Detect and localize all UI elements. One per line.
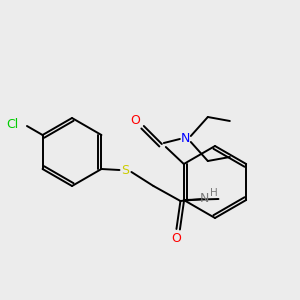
Text: N: N xyxy=(181,133,190,146)
Text: H: H xyxy=(210,188,218,198)
Text: N: N xyxy=(200,193,209,206)
Text: O: O xyxy=(130,115,140,128)
Text: Cl: Cl xyxy=(7,118,19,130)
Text: O: O xyxy=(172,232,182,245)
Text: S: S xyxy=(122,164,129,178)
